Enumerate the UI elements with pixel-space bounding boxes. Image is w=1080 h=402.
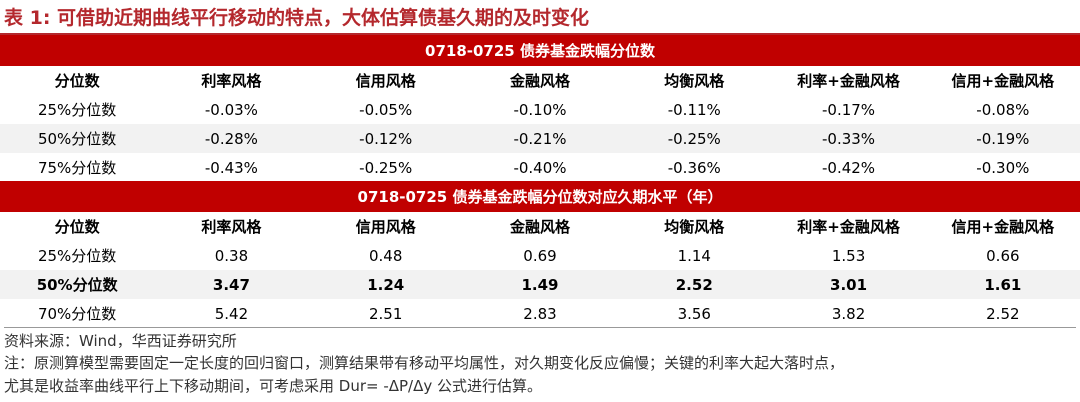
table-cell: 2.52 <box>617 270 772 299</box>
table-cell: -0.25% <box>359 158 413 177</box>
table-cell: 2.51 <box>369 304 403 323</box>
column-header: 信用+金融风格 <box>925 212 1080 241</box>
row-label: 70%分位数 <box>37 305 117 323</box>
table-cell: 0.48 <box>369 246 403 265</box>
column-header: 利率风格 <box>154 66 309 95</box>
table-cell: 1.14 <box>677 246 711 265</box>
source-note: 资料来源：Wind，华西证券研究所 <box>4 327 1076 351</box>
table-cell: -0.28% <box>154 124 309 153</box>
column-header: 分位数 <box>0 212 155 241</box>
table2-column-headers: 分位数 利率风格 信用风格 金融风格 均衡风格 利率+金融风格 信用+金融风格 <box>0 212 1080 241</box>
table-cell: 1.61 <box>925 270 1080 299</box>
column-header: 利率+金融风格 <box>771 212 926 241</box>
table-caption: 表 1: 可借助近期曲线平行移动的特点，大体估算债基久期的及时变化 <box>4 7 590 29</box>
row-label: 25%分位数 <box>37 101 117 119</box>
table-row: 50%分位数 -0.28% -0.12% -0.21% -0.25% -0.33… <box>0 124 1080 153</box>
row-label: 25%分位数 <box>37 247 117 265</box>
column-header: 均衡风格 <box>617 212 772 241</box>
duration-level-table: 0718-0725 债券基金跌幅分位数对应久期水平（年） 分位数 利率风格 信用… <box>0 181 1080 328</box>
table-cell: -0.17% <box>822 100 876 119</box>
table-cell: 1.53 <box>831 246 866 265</box>
table-cell: -0.12% <box>308 124 463 153</box>
table-cell: -0.42% <box>822 158 876 177</box>
table-cell: 0.69 <box>523 246 557 265</box>
table-cell: 3.01 <box>771 270 926 299</box>
column-header: 利率+金融风格 <box>771 66 926 95</box>
table-cell: 0.38 <box>214 246 249 265</box>
row-label: 50%分位数 <box>0 124 155 153</box>
table2-header: 0718-0725 债券基金跌幅分位数对应久期水平（年） <box>0 181 1080 212</box>
column-header: 金融风格 <box>462 212 618 241</box>
table-cell: -0.40% <box>513 158 567 177</box>
table-cell: 1.24 <box>308 270 463 299</box>
footnote-line-2: 尤其是收益率曲线平行上下移动期间，可考虑采用 Dur= -ΔP/Δy 公式进行估… <box>4 377 543 395</box>
drawdown-quantile-table: 0718-0725 债券基金跌幅分位数 分位数 利率风格 信用风格 金融风格 均… <box>0 35 1080 182</box>
column-header: 信用+金融风格 <box>925 66 1080 95</box>
column-header: 信用风格 <box>308 212 463 241</box>
table-cell: 3.56 <box>677 304 711 323</box>
row-label: 75%分位数 <box>37 159 117 177</box>
table1-column-headers: 分位数 利率风格 信用风格 金融风格 均衡风格 利率+金融风格 信用+金融风格 <box>0 66 1080 95</box>
column-header: 金融风格 <box>462 66 618 95</box>
table-row: 25%分位数 0.38 0.48 0.69 1.14 1.53 0.66 <box>0 241 1080 270</box>
table-cell: -0.43% <box>204 158 258 177</box>
table-cell: 3.82 <box>831 304 866 323</box>
table-cell: -0.19% <box>925 124 1080 153</box>
table-cell: 2.83 <box>523 304 557 323</box>
table1-header: 0718-0725 债券基金跌幅分位数 <box>0 35 1080 66</box>
table-row: 70%分位数 5.42 2.51 2.83 3.56 3.82 2.52 <box>0 299 1080 328</box>
table-cell: -0.11% <box>667 100 721 119</box>
column-header: 利率风格 <box>154 212 309 241</box>
table-cell: -0.30% <box>976 158 1030 177</box>
caption-divider <box>0 33 1080 35</box>
table-cell: 3.47 <box>154 270 309 299</box>
table-cell: -0.08% <box>976 100 1030 119</box>
table-cell: -0.05% <box>359 100 413 119</box>
table-cell: -0.21% <box>462 124 618 153</box>
table-cell: -0.25% <box>617 124 772 153</box>
column-header: 分位数 <box>0 66 155 95</box>
table-cell: 2.52 <box>986 304 1020 323</box>
table-cell: 1.49 <box>462 270 618 299</box>
table-cell: 5.42 <box>214 304 249 323</box>
table-cell: -0.03% <box>204 100 258 119</box>
footnote-line-1: 注：原测算模型需要固定一定长度的回归窗口，测算结果带有移动平均属性，对久期变化反… <box>4 354 845 372</box>
table-row: 25%分位数 -0.03% -0.05% -0.10% -0.11% -0.17… <box>0 95 1080 124</box>
table-cell: -0.33% <box>771 124 926 153</box>
table-cell: -0.36% <box>667 158 721 177</box>
column-header: 均衡风格 <box>617 66 772 95</box>
column-header: 信用风格 <box>308 66 463 95</box>
table-cell: 0.66 <box>986 246 1020 265</box>
row-label: 50%分位数 <box>0 270 155 299</box>
table-row: 50%分位数 3.47 1.24 1.49 2.52 3.01 1.61 <box>0 270 1080 299</box>
table-row: 75%分位数 -0.43% -0.25% -0.40% -0.36% -0.42… <box>0 153 1080 182</box>
table-cell: -0.10% <box>513 100 567 119</box>
